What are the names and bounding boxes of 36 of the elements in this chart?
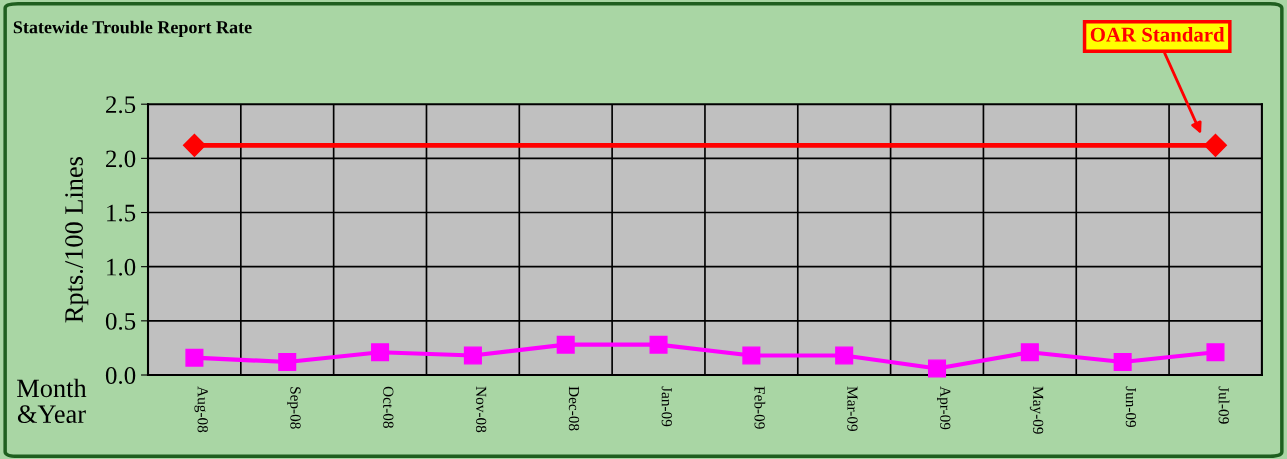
- x-tick-label: Sep-08: [287, 387, 301, 429]
- y-axis-title: Rpts./100 Lines: [65, 156, 89, 323]
- point: [927, 359, 947, 378]
- point: [278, 352, 297, 372]
- text: OAR Standard: [1090, 27, 1225, 42]
- point: [463, 346, 482, 365]
- text: Month &Year: [17, 378, 87, 424]
- x-tick-label: Jan-09: [661, 386, 672, 427]
- point: [649, 335, 668, 354]
- x-tick-label: Aug-08: [194, 386, 208, 433]
- y-tick-label: 2.5: [106, 96, 136, 114]
- x-tick-label: May-09: [1029, 386, 1044, 434]
- x-tick-label: Jun-09: [1125, 386, 1137, 428]
- point: [371, 343, 390, 362]
- point: [1203, 133, 1227, 157]
- point: [556, 335, 575, 354]
- point: [1206, 343, 1225, 362]
- x-tick-label: Oct-08: [383, 386, 394, 428]
- x-tick-label: Apr-09: [937, 386, 951, 430]
- x-tick-label: Nov-08: [476, 386, 487, 433]
- y-tick-label: 2.0: [106, 150, 136, 168]
- point: [742, 346, 761, 365]
- point: [185, 348, 204, 367]
- x-tick-label: Feb-09: [754, 386, 766, 429]
- point: [182, 133, 206, 157]
- point: [1020, 343, 1039, 362]
- chart-title: Statewide Trouble Report Rate: [13, 20, 252, 38]
- x-tick-label: Jul-09: [1218, 386, 1230, 424]
- point: [835, 346, 854, 365]
- y-tick-label: 1.0: [107, 258, 136, 276]
- x-tick-label: Dec-08: [568, 386, 580, 431]
- y-tick-label: 0.0: [105, 367, 136, 385]
- point: [1113, 352, 1132, 372]
- y-tick-label: 1.5: [107, 204, 136, 222]
- x-tick-label: Mar-09: [847, 386, 858, 431]
- y-tick-label: 0.5: [105, 312, 136, 330]
